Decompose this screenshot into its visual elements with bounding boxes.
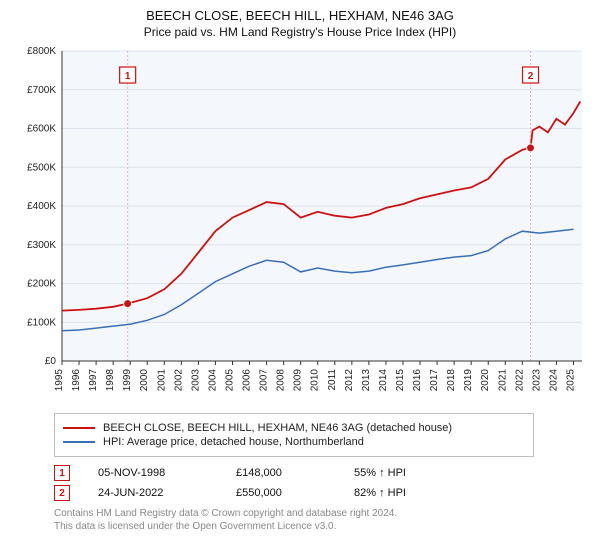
sale-date: 05-NOV-1998	[98, 467, 208, 479]
svg-text:2008: 2008	[276, 369, 287, 392]
sale-marker-box: 2	[54, 485, 70, 501]
svg-text:2: 2	[528, 71, 534, 82]
svg-text:£400K: £400K	[27, 201, 56, 212]
sale-marker-box: 1	[54, 465, 70, 481]
svg-text:2014: 2014	[378, 369, 389, 392]
svg-text:2017: 2017	[429, 369, 440, 392]
svg-text:2013: 2013	[361, 369, 372, 392]
svg-text:1995: 1995	[54, 369, 65, 392]
svg-text:2000: 2000	[139, 369, 150, 392]
svg-text:2024: 2024	[548, 369, 559, 392]
svg-text:£200K: £200K	[27, 279, 56, 290]
sale-row: 1 05-NOV-1998 £148,000 55% ↑ HPI	[54, 465, 590, 481]
svg-text:£500K: £500K	[27, 162, 56, 173]
svg-text:£600K: £600K	[27, 124, 56, 135]
chart-container: BEECH CLOSE, BEECH HILL, HEXHAM, NE46 3A…	[0, 0, 600, 560]
svg-text:1996: 1996	[71, 369, 82, 392]
svg-text:2016: 2016	[412, 369, 423, 392]
line-chart-svg: £0 £100K £200K £300K £400K £500K £600K £700K £80…	[10, 45, 590, 405]
sale-price: £148,000	[236, 467, 326, 479]
legend-swatch	[63, 427, 95, 429]
svg-text:2012: 2012	[344, 369, 355, 392]
svg-text:2020: 2020	[480, 369, 491, 392]
svg-text:2002: 2002	[173, 369, 184, 392]
svg-text:1999: 1999	[122, 369, 133, 392]
svg-text:£700K: £700K	[27, 85, 56, 96]
sale-delta: 82% ↑ HPI	[354, 487, 406, 499]
svg-text:2025: 2025	[565, 369, 576, 392]
legend-label: BEECH CLOSE, BEECH HILL, HEXHAM, NE46 3A…	[103, 422, 452, 434]
legend-row: HPI: Average price, detached house, Nort…	[63, 436, 525, 448]
svg-text:2019: 2019	[463, 369, 474, 392]
svg-text:2007: 2007	[259, 369, 270, 392]
sale-row: 2 24-JUN-2022 £550,000 82% ↑ HPI	[54, 485, 590, 501]
sale-marker-num: 2	[59, 488, 65, 499]
svg-text:2006: 2006	[242, 369, 253, 392]
svg-text:2015: 2015	[395, 369, 406, 392]
svg-text:2022: 2022	[514, 369, 525, 392]
svg-text:£300K: £300K	[27, 240, 56, 251]
chart-subtitle: Price paid vs. HM Land Registry's House …	[10, 25, 590, 39]
legend-swatch	[63, 441, 95, 443]
sale-table: 1 05-NOV-1998 £148,000 55% ↑ HPI 2 24-JU…	[54, 465, 590, 501]
svg-text:1: 1	[125, 71, 131, 82]
svg-text:2021: 2021	[497, 369, 508, 392]
sale-price: £550,000	[236, 487, 326, 499]
footer-line: This data is licensed under the Open Gov…	[54, 520, 590, 533]
svg-text:2001: 2001	[156, 369, 167, 392]
legend: BEECH CLOSE, BEECH HILL, HEXHAM, NE46 3A…	[54, 413, 534, 457]
sale-date: 24-JUN-2022	[98, 487, 208, 499]
svg-text:2005: 2005	[224, 369, 235, 392]
svg-text:2018: 2018	[446, 369, 457, 392]
svg-text:£800K: £800K	[27, 46, 56, 57]
svg-text:£100K: £100K	[27, 317, 56, 328]
chart-area: £0 £100K £200K £300K £400K £500K £600K £700K £80…	[10, 45, 590, 405]
svg-text:2004: 2004	[207, 369, 218, 392]
svg-text:2010: 2010	[310, 369, 321, 392]
sale-marker-num: 1	[59, 468, 65, 479]
chart-title: BEECH CLOSE, BEECH HILL, HEXHAM, NE46 3A…	[10, 8, 590, 23]
sale-delta: 55% ↑ HPI	[354, 467, 406, 479]
svg-text:1997: 1997	[88, 369, 99, 392]
svg-text:£0: £0	[45, 356, 57, 367]
legend-label: HPI: Average price, detached house, Nort…	[103, 436, 364, 448]
footer-line: Contains HM Land Registry data © Crown c…	[54, 507, 590, 520]
svg-text:2003: 2003	[190, 369, 201, 392]
svg-text:2023: 2023	[531, 369, 542, 392]
footer-note: Contains HM Land Registry data © Crown c…	[54, 507, 590, 533]
svg-text:2009: 2009	[293, 369, 304, 392]
svg-text:2011: 2011	[327, 369, 338, 391]
svg-text:1998: 1998	[105, 369, 116, 392]
legend-row: BEECH CLOSE, BEECH HILL, HEXHAM, NE46 3A…	[63, 422, 525, 434]
